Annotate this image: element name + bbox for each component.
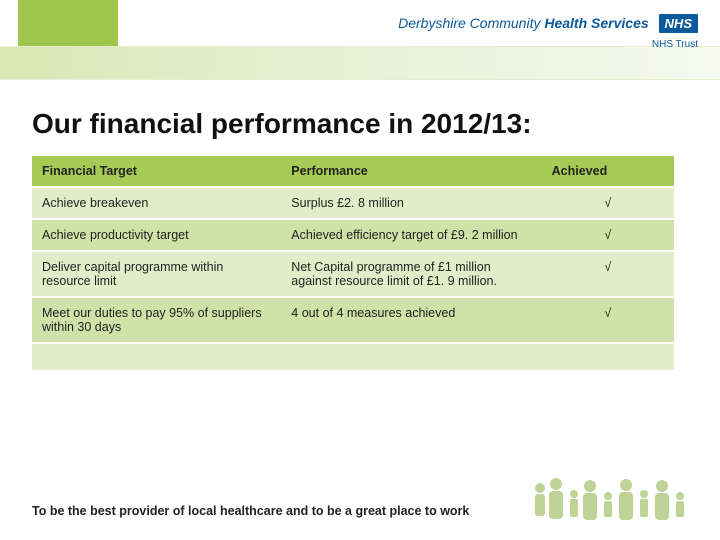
cell-performance: Surplus £2. 8 million	[281, 187, 541, 219]
table-header-row: Financial Target Performance Achieved	[32, 156, 674, 187]
cell-performance: Net Capital programme of £1 million agai…	[281, 251, 541, 297]
cell-achieved: √	[542, 219, 674, 251]
table-row: Achieve breakeven Surplus £2. 8 million …	[32, 187, 674, 219]
nhs-badge: NHS	[659, 14, 698, 33]
cell-achieved	[542, 343, 674, 371]
table-row: Meet our duties to pay 95% of suppliers …	[32, 297, 674, 343]
cell-target	[32, 343, 281, 371]
cell-achieved: √	[542, 187, 674, 219]
org-logo: Derbyshire Community Health Services NHS…	[398, 14, 698, 50]
cell-performance: 4 out of 4 measures achieved	[281, 297, 541, 343]
footer-tagline: To be the best provider of local healthc…	[32, 504, 469, 518]
table-row	[32, 343, 674, 371]
cell-achieved: √	[542, 251, 674, 297]
cell-performance: Achieved efficiency target of £9. 2 mill…	[281, 219, 541, 251]
header-band	[0, 46, 720, 80]
col-header-target: Financial Target	[32, 156, 281, 187]
cell-achieved: √	[542, 297, 674, 343]
financial-table: Financial Target Performance Achieved Ac…	[32, 156, 674, 372]
org-name-bold: Health Services	[544, 15, 648, 31]
cell-target: Meet our duties to pay 95% of suppliers …	[32, 297, 281, 343]
cell-target: Achieve breakeven	[32, 187, 281, 219]
table-row: Deliver capital programme within resourc…	[32, 251, 674, 297]
table-row: Achieve productivity target Achieved eff…	[32, 219, 674, 251]
org-name-prefix: Derbyshire Community	[398, 15, 544, 31]
people-silhouette-icon	[526, 470, 696, 530]
header-region: Derbyshire Community Health Services NHS…	[0, 0, 720, 88]
cell-performance	[281, 343, 541, 371]
green-accent-block	[18, 0, 118, 46]
org-subtitle: NHS Trust	[398, 39, 698, 50]
page-title: Our financial performance in 2012/13:	[32, 108, 532, 140]
cell-target: Achieve productivity target	[32, 219, 281, 251]
col-header-performance: Performance	[281, 156, 541, 187]
cell-target: Deliver capital programme within resourc…	[32, 251, 281, 297]
col-header-achieved: Achieved	[542, 156, 674, 187]
